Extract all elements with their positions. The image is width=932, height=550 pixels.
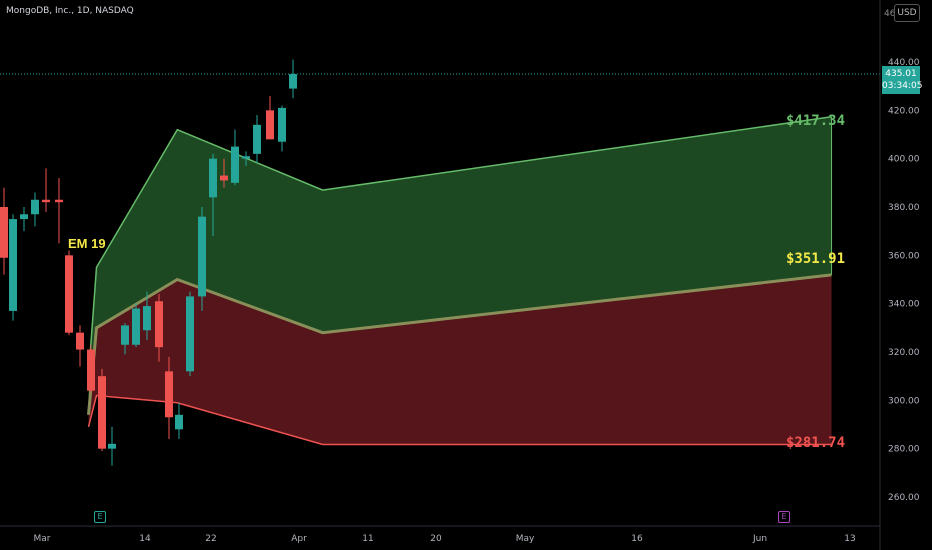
candle-body xyxy=(143,306,151,331)
candle-body xyxy=(87,349,95,391)
x-tick-label: 22 xyxy=(205,534,216,544)
x-tick-label: 11 xyxy=(362,534,373,544)
candle-body xyxy=(65,255,73,333)
candle-body xyxy=(266,110,274,140)
candle-body xyxy=(98,376,106,449)
y-tick-label: 400.00 xyxy=(888,155,920,165)
y-tick-label: 380.00 xyxy=(888,203,920,213)
x-tick-label: 14 xyxy=(139,534,151,544)
y-tick-label: 260.00 xyxy=(888,493,920,503)
x-tick-label: 16 xyxy=(631,534,643,544)
price-axis[interactable]: 440.00 420.00 400.00 380.00 360.00 340.00 320.… xyxy=(888,58,920,503)
candle-body xyxy=(42,199,50,203)
candle-body xyxy=(253,124,261,154)
candle-body xyxy=(76,332,84,350)
x-tick-label: Apr xyxy=(291,534,307,544)
candle-body xyxy=(20,214,28,220)
y-tick-label: 340.00 xyxy=(888,300,920,310)
lower-level-label: $281.74 xyxy=(786,435,846,451)
candle-body xyxy=(220,175,228,181)
mid-level-label: $351.91 xyxy=(786,251,846,267)
current-price-value: 435.01 xyxy=(885,69,917,79)
y-tick-label: 280.00 xyxy=(888,445,920,455)
candle-body xyxy=(155,301,163,348)
lower-band-line xyxy=(87,394,832,446)
upper-expected-move-zone xyxy=(88,116,832,415)
time-axis[interactable]: Mar 14 22 Apr 11 20 May 16 Jun 13 xyxy=(34,534,856,544)
x-tick-label: 20 xyxy=(430,534,442,544)
candle-body xyxy=(132,308,140,345)
candle-body xyxy=(209,158,217,198)
em-label: EM 19 xyxy=(68,236,106,251)
current-price-tag: 435.01 03:34:05 xyxy=(882,66,923,94)
x-tick-label: 13 xyxy=(844,534,855,544)
candle-body xyxy=(55,199,63,203)
plot-area[interactable] xyxy=(0,59,880,466)
candles xyxy=(0,59,297,466)
candle-body xyxy=(121,325,129,345)
x-tick-label: Jun xyxy=(752,534,767,544)
candle-body xyxy=(165,371,173,418)
y-tick-label: 300.00 xyxy=(888,396,920,406)
y-tick-label: 420.00 xyxy=(888,106,920,116)
y-tick-label: 360.00 xyxy=(888,251,920,261)
candle-body xyxy=(278,107,286,142)
candle-body xyxy=(9,219,17,311)
candle-body xyxy=(31,199,39,215)
upper-level-label: $417.34 xyxy=(786,113,846,129)
candle-body xyxy=(289,74,297,89)
y-tick-label: 320.00 xyxy=(888,348,920,358)
dividend-event-marker[interactable]: E xyxy=(778,511,790,523)
candle-body xyxy=(198,216,206,297)
candle-body xyxy=(108,443,116,449)
clipped-tick-label: 46 xyxy=(884,9,896,19)
x-tick-label: May xyxy=(516,534,535,544)
candle-body xyxy=(186,296,194,372)
earnings-event-marker[interactable]: E xyxy=(94,511,106,523)
upper-band-line xyxy=(87,116,832,377)
candle-body xyxy=(231,146,239,183)
lower-expected-move-zone xyxy=(88,274,832,445)
currency-button[interactable]: USD xyxy=(894,4,920,22)
bar-countdown: 03:34:05 xyxy=(882,81,923,91)
symbol-title: MongoDB, Inc., 1D, NASDAQ xyxy=(6,6,134,16)
candle-body xyxy=(242,156,250,159)
candle-body xyxy=(175,414,183,430)
x-tick-label: Mar xyxy=(34,534,51,544)
y-tick-label: 440.00 xyxy=(888,58,920,68)
candle-body xyxy=(0,207,8,258)
